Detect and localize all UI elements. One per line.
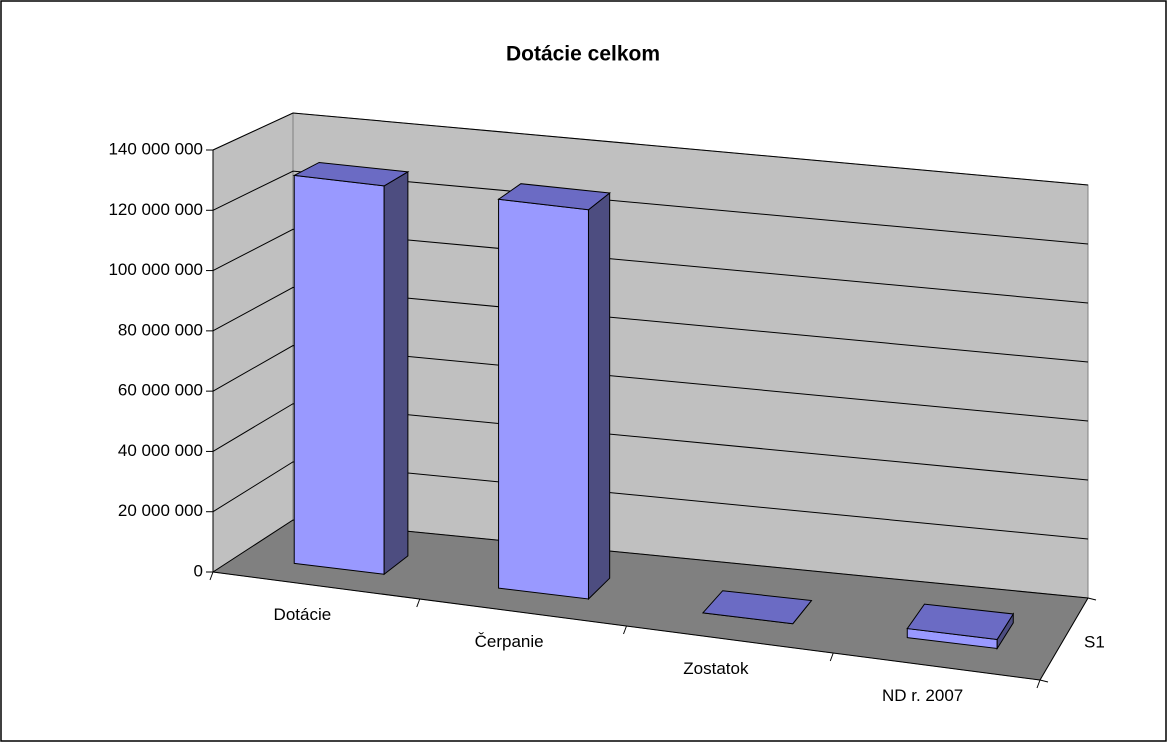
grid-line xyxy=(212,170,1089,245)
bar-side xyxy=(383,170,409,576)
grid-line xyxy=(212,403,1089,481)
y-tick-label: 120 000 000 xyxy=(108,200,203,219)
y-tick-label: 0 xyxy=(194,561,203,580)
x-tick xyxy=(209,571,214,581)
x-tick xyxy=(623,625,627,635)
depth-axis xyxy=(1039,597,1089,681)
grid-line xyxy=(212,345,1089,422)
chart-title: Dotácie celkom xyxy=(506,43,660,66)
x-tick-label: Zostatok xyxy=(683,659,749,678)
x-tick xyxy=(416,598,421,608)
bar-side xyxy=(587,192,611,601)
bar-top xyxy=(292,161,410,187)
y-tick-label: 60 000 000 xyxy=(118,381,203,400)
bar-top xyxy=(906,603,1015,640)
grid-line xyxy=(212,286,1089,363)
bar-top xyxy=(497,183,611,211)
grid-line xyxy=(212,228,1089,304)
back-wall xyxy=(292,112,1089,599)
bar-front xyxy=(498,198,589,600)
depth-tick xyxy=(1039,679,1049,683)
x-tick-label: Dotácie xyxy=(274,605,332,624)
series-label: S1 xyxy=(1084,632,1105,651)
grid-line xyxy=(212,519,1089,599)
grid-line xyxy=(212,112,1089,186)
y-tick-label: 80 000 000 xyxy=(118,320,203,339)
x-tick xyxy=(829,652,834,662)
bar-front xyxy=(293,174,385,575)
y-tick-label: 20 000 000 xyxy=(118,501,203,520)
y-tick-label: 140 000 000 xyxy=(108,139,203,158)
depth-tick xyxy=(1087,597,1097,601)
bar-top xyxy=(701,590,813,625)
x-tick-label: ND r. 2007 xyxy=(882,686,963,705)
side-wall xyxy=(212,112,294,573)
y-tick-label: 100 000 000 xyxy=(108,260,203,279)
x-tick-label: Čerpanie xyxy=(475,632,544,651)
y-tick-label: 40 000 000 xyxy=(118,441,203,460)
x-tick xyxy=(1036,679,1041,689)
grid-line xyxy=(212,461,1089,540)
